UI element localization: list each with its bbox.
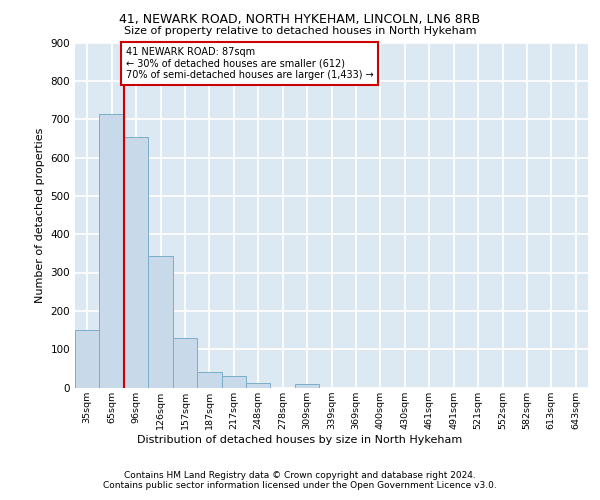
Bar: [221, 376, 246, 388]
Text: Distribution of detached houses by size in North Hykeham: Distribution of detached houses by size …: [137, 435, 463, 445]
Text: 41 NEWARK ROAD: 87sqm
← 30% of detached houses are smaller (612)
70% of semi-det: 41 NEWARK ROAD: 87sqm ← 30% of detached …: [126, 47, 374, 80]
Bar: [295, 384, 319, 388]
Bar: [124, 137, 148, 388]
Bar: [246, 383, 271, 388]
Text: Contains public sector information licensed under the Open Government Licence v3: Contains public sector information licen…: [103, 481, 497, 490]
Bar: [148, 256, 173, 388]
Text: Contains HM Land Registry data © Crown copyright and database right 2024.: Contains HM Land Registry data © Crown c…: [124, 471, 476, 480]
Bar: [100, 114, 124, 388]
Bar: [75, 330, 100, 388]
Y-axis label: Number of detached properties: Number of detached properties: [35, 128, 45, 302]
Bar: [197, 372, 221, 388]
Bar: [173, 338, 197, 388]
Text: Size of property relative to detached houses in North Hykeham: Size of property relative to detached ho…: [124, 26, 476, 36]
Text: 41, NEWARK ROAD, NORTH HYKEHAM, LINCOLN, LN6 8RB: 41, NEWARK ROAD, NORTH HYKEHAM, LINCOLN,…: [119, 12, 481, 26]
